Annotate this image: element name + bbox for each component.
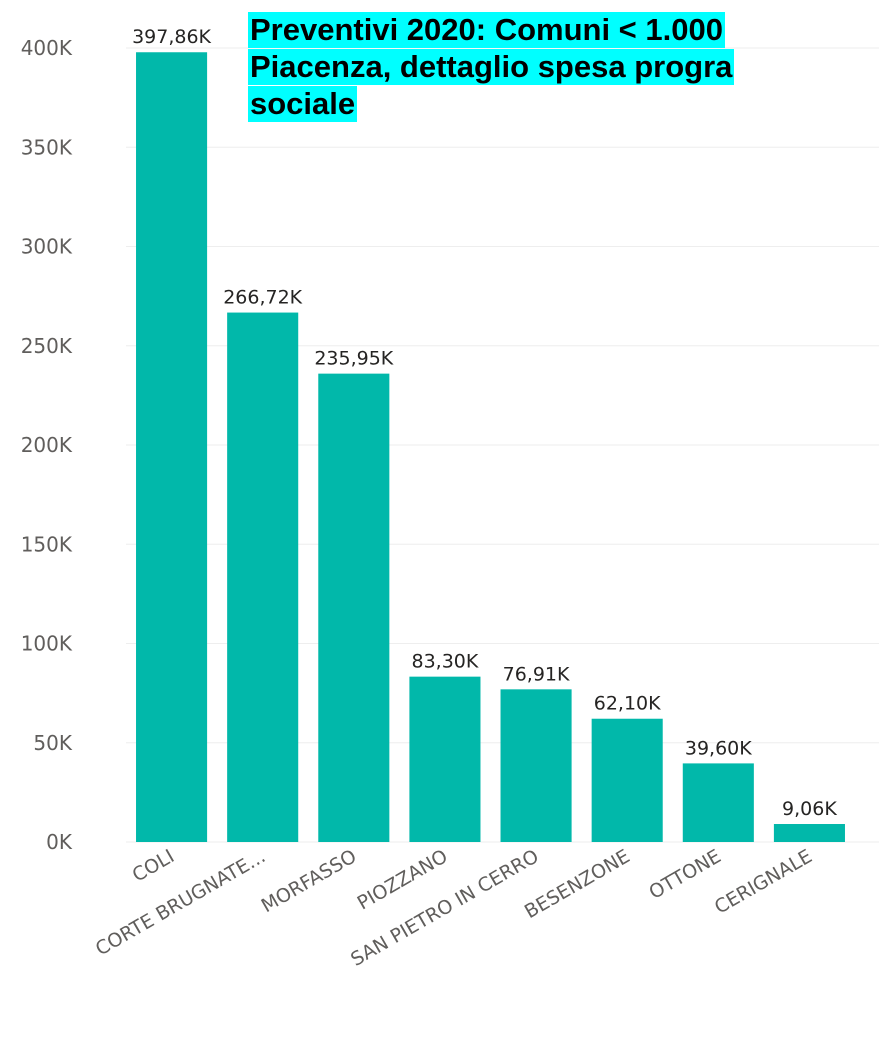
bar (318, 373, 390, 842)
x-tick-label: CERIGNALE (711, 845, 816, 918)
y-tick-label: 400K (21, 36, 73, 60)
bar (136, 52, 208, 842)
data-label: 266,72K (223, 287, 302, 309)
y-axis: 0K 50K 100K 150K 200K 250K 300K 350K 400K (21, 36, 73, 854)
bars (136, 52, 845, 842)
data-label: 397,86K (132, 26, 211, 48)
bar (682, 763, 754, 842)
x-tick-label: COLI (129, 845, 178, 886)
bar (500, 689, 572, 842)
y-tick-label: 150K (21, 532, 73, 556)
bar (409, 676, 481, 842)
data-label: 62,10K (594, 693, 661, 715)
y-tick-label: 50K (33, 731, 72, 755)
y-tick-label: 300K (21, 235, 73, 259)
data-labels: 397,86K 266,72K 235,95K 83,30K 76,91K 62,10K 3… (132, 26, 837, 820)
data-label: 83,30K (412, 651, 479, 673)
data-label: 39,60K (685, 737, 752, 759)
x-tick-label: CORTE BRUGNATE... (92, 845, 269, 960)
y-tick-label: 200K (21, 433, 73, 457)
y-tick-label: 100K (21, 632, 73, 656)
y-tick-label: 0K (46, 830, 73, 854)
x-tick-label: OTTONE (645, 845, 724, 904)
bar (227, 312, 299, 842)
data-label: 235,95K (314, 348, 393, 370)
data-label: 76,91K (503, 663, 570, 685)
bar (773, 824, 845, 842)
y-tick-label: 350K (21, 135, 73, 159)
y-tick-label: 250K (21, 334, 73, 358)
data-label: 9,06K (782, 798, 837, 820)
bar (591, 718, 663, 842)
x-tick-label: MORFASSO (258, 845, 361, 917)
